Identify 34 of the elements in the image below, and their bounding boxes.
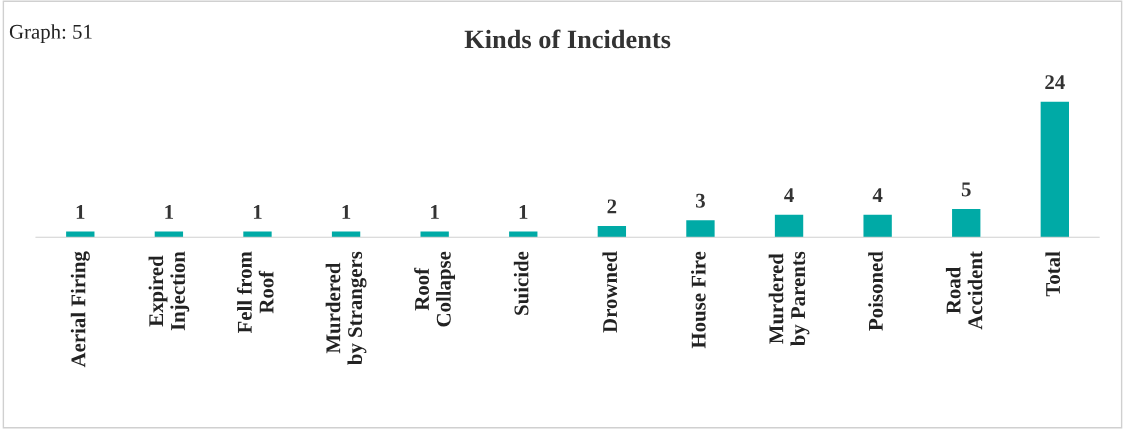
data-label: 4 [784, 188, 794, 202]
x-tick-label: Fell from Roof [236, 251, 274, 334]
data-label: 1 [165, 205, 174, 219]
data-label: 5 [961, 182, 971, 197]
bar [597, 225, 627, 238]
data-label: 1 [431, 205, 439, 219]
bar [1040, 101, 1069, 238]
x-tick-label: Total [1045, 251, 1061, 297]
data-label: 1 [76, 205, 85, 219]
x-tick-label: Suicide [513, 251, 529, 315]
x-tick-label: Poisoned [868, 251, 883, 331]
x-tick-label: House Fire [691, 251, 706, 349]
x-tick-label: Murdered by Strangers [325, 251, 367, 365]
bar [774, 214, 804, 238]
bar [952, 209, 981, 238]
data-label: 1 [342, 205, 351, 219]
x-tick-label: Roof Collapse [414, 251, 456, 327]
x-tick-label: Road Accident [945, 251, 983, 330]
x-tick-label: Drowned [602, 251, 618, 333]
data-label: 3 [696, 193, 705, 208]
bar [863, 214, 892, 238]
chart-title: Kinds of Incidents [464, 29, 671, 49]
x-tick-label: Expired Injection [148, 251, 190, 331]
data-label: 4 [872, 188, 883, 202]
bar [243, 231, 272, 238]
bar [420, 231, 449, 238]
data-label: 24 [1045, 75, 1065, 89]
data-label: 1 [519, 205, 528, 219]
bar [686, 220, 715, 238]
data-label: 1 [253, 205, 262, 219]
x-tick-label: Aerial Firing [70, 251, 90, 368]
x-tick-label: Murdered by Parents [768, 251, 810, 346]
text: Graph: 51 [9, 24, 92, 44]
data-label: 2 [607, 199, 617, 214]
